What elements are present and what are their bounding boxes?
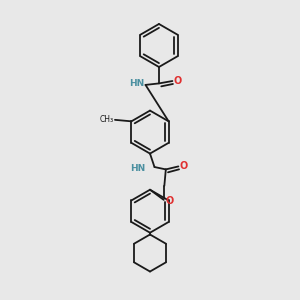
Text: O: O xyxy=(174,76,182,86)
Text: CH₃: CH₃ xyxy=(99,115,113,124)
Text: HN: HN xyxy=(129,79,144,88)
Text: O: O xyxy=(180,161,188,171)
Text: HN: HN xyxy=(130,164,145,173)
Text: O: O xyxy=(166,196,174,206)
